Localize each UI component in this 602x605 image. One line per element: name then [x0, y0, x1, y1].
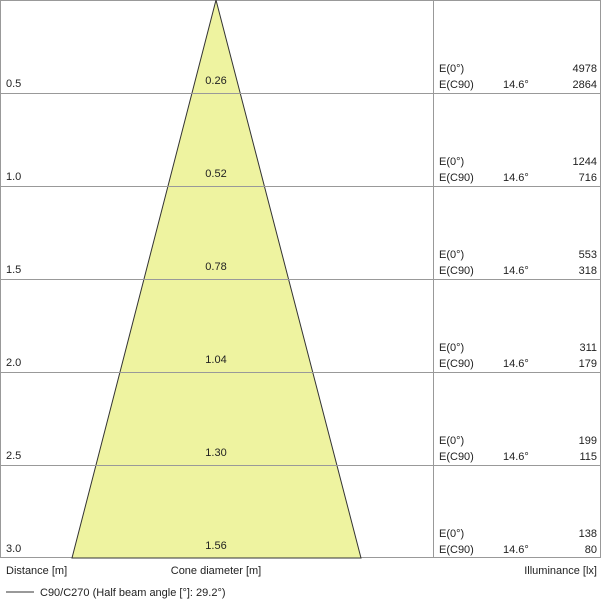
cone-diameter: 1.30: [205, 447, 226, 459]
ec90-label: E(C90): [439, 172, 474, 184]
e0-value: 199: [579, 435, 597, 447]
ec90-value: 318: [579, 265, 597, 277]
e0-value: 138: [579, 528, 597, 540]
ec90-label: E(C90): [439, 544, 474, 556]
angle: 14.6°: [503, 172, 529, 184]
distance: 2.0: [6, 357, 21, 369]
distance: 3.0: [6, 543, 21, 555]
e0-label: E(0°): [439, 528, 464, 540]
cone-diameter: 1.56: [205, 540, 226, 552]
e0-value: 4978: [573, 63, 597, 75]
distance: 1.0: [6, 171, 21, 183]
e0-label: E(0°): [439, 63, 464, 75]
e0-label: E(0°): [439, 249, 464, 261]
distance: 0.5: [6, 78, 21, 90]
ec90-value: 179: [579, 358, 597, 370]
e0-label: E(0°): [439, 342, 464, 354]
cone-diameter: 0.52: [205, 168, 226, 180]
angle: 14.6°: [503, 544, 529, 556]
ec90-label: E(C90): [439, 451, 474, 463]
e0-value: 311: [579, 342, 597, 354]
distance: 2.5: [6, 450, 21, 462]
legend-text: C90/C270 (Half beam angle [°]: 29.2°): [40, 587, 226, 599]
angle: 14.6°: [503, 79, 529, 91]
e0-label: E(0°): [439, 156, 464, 168]
angle: 14.6°: [503, 358, 529, 370]
ec90-label: E(C90): [439, 358, 474, 370]
ec90-value: 716: [579, 172, 597, 184]
diameter-axis-label: Cone diameter [m]: [171, 565, 261, 577]
cone-diameter: 1.04: [205, 354, 226, 366]
ec90-value: 115: [579, 451, 597, 463]
e0-label: E(0°): [439, 435, 464, 447]
cone-diameter: 0.78: [205, 261, 226, 273]
ec90-value: 2864: [573, 79, 597, 91]
distance-axis-label: Distance [m]: [6, 565, 67, 577]
angle: 14.6°: [503, 451, 529, 463]
e0-value: 553: [579, 249, 597, 261]
e0-value: 1244: [573, 156, 597, 168]
ec90-label: E(C90): [439, 265, 474, 277]
angle: 14.6°: [503, 265, 529, 277]
distance: 1.5: [6, 264, 21, 276]
illuminance-axis-label: Illuminance [lx]: [524, 565, 597, 577]
ec90-label: E(C90): [439, 79, 474, 91]
cone-diameter: 0.26: [205, 75, 226, 87]
ec90-value: 80: [585, 544, 597, 556]
